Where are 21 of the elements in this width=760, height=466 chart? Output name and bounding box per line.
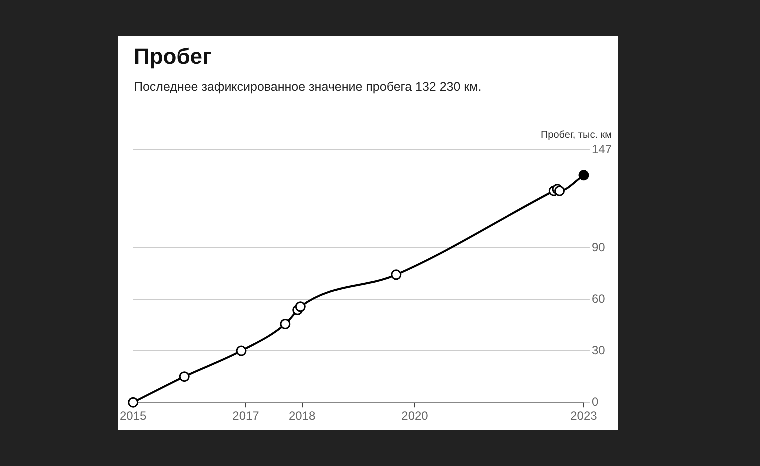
y-tick-label: 30: [592, 343, 606, 358]
point: [554, 186, 566, 196]
x-tick-label: 2015: [120, 409, 148, 424]
y-tick-label: 90: [592, 240, 606, 254]
y-tick-label: 0: [592, 394, 599, 409]
point: [391, 270, 402, 280]
point: [578, 170, 590, 181]
x-tick-label: 2020: [402, 409, 429, 424]
chart-title: Пробег: [134, 44, 212, 70]
x-tick-label: 2017: [232, 409, 260, 424]
y-tick-label: 147: [592, 142, 612, 156]
point: [280, 318, 291, 330]
point: [236, 346, 247, 356]
chart-subtitle: Последнее зафиксированное значение пробега 132 230 км.: [134, 80, 482, 94]
x-tick-label: 2023: [570, 409, 598, 424]
point: [179, 372, 190, 382]
x-tick-label: 2018: [288, 409, 316, 424]
point: [295, 302, 306, 312]
point: [128, 397, 139, 408]
y-axis-title: Пробег, тыс. км: [540, 130, 612, 141]
y-tick-label: 60: [592, 292, 606, 306]
